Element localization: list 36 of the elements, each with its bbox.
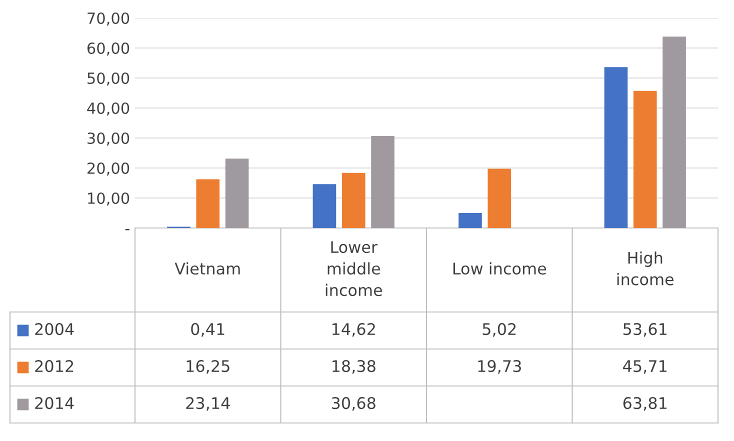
- bar: [633, 90, 657, 228]
- x-tick-label: High income: [617, 252, 674, 286]
- bar: [488, 168, 512, 228]
- x-tick-label: Vietnam: [174, 262, 240, 275]
- y-tick-label: 70,00: [88, 12, 130, 26]
- x-tick-label: Low income: [453, 262, 546, 275]
- y-tick-label: 10,00: [88, 192, 130, 206]
- data-label: 63,81: [623, 397, 667, 411]
- y-tick-label: 60,00: [87, 42, 130, 56]
- bar: [662, 36, 686, 228]
- data-label: 16,25: [186, 360, 230, 374]
- y-tick-label: 50,00: [88, 72, 130, 86]
- data-label: 0,41: [191, 323, 224, 337]
- legend-label: 2012: [35, 360, 74, 372]
- bar: [604, 67, 628, 228]
- legend-label: 2004: [35, 323, 74, 336]
- data-label: 23,14: [186, 397, 230, 411]
- data-label: 30,68: [332, 397, 376, 411]
- data-label: 14,62: [332, 323, 375, 337]
- bar: [312, 184, 336, 228]
- bar: [342, 172, 366, 228]
- bar: [458, 212, 482, 228]
- y-tick-label: 30,00: [88, 132, 130, 146]
- data-label: 19,73: [478, 360, 521, 374]
- bar: [225, 158, 249, 228]
- y-tick-label: 20,00: [88, 162, 130, 176]
- data-label: 45,71: [623, 360, 667, 374]
- legend-label: 2014: [35, 397, 74, 410]
- bar: [196, 179, 220, 228]
- data-label: 53,61: [623, 323, 667, 337]
- bar: [371, 136, 394, 228]
- data-label: 18,38: [332, 360, 376, 374]
- x-tick-label: Lower middle income: [326, 241, 382, 296]
- data-label: 5,02: [482, 323, 516, 337]
- y-tick-label: -: [125, 229, 130, 230]
- y-tick-label: 40,00: [87, 102, 130, 116]
